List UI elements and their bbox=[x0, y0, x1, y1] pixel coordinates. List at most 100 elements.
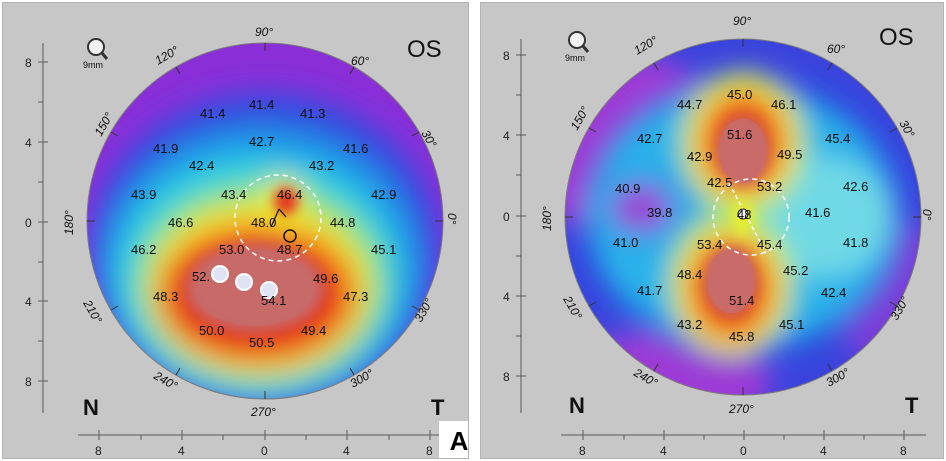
k-value: 41.3 bbox=[300, 106, 325, 121]
k-value: 51.6 bbox=[727, 127, 752, 142]
marker-dots-a bbox=[211, 265, 278, 299]
angle-label: 0° bbox=[445, 213, 459, 225]
topography-panel-b: 8 4 0 4 8 8 4 0 4 8 9mm OS N T 90° 60° 3… bbox=[480, 2, 944, 459]
k-value: 49.6 bbox=[313, 271, 338, 286]
nasal-label: N bbox=[83, 395, 99, 420]
y-tick-label: 8 bbox=[503, 49, 510, 63]
x-tick-label: 8 bbox=[426, 444, 433, 458]
angle-label: 60° bbox=[351, 54, 369, 68]
k-value: 42.4 bbox=[821, 285, 846, 300]
magnifier-icon[interactable] bbox=[568, 31, 590, 53]
angle-label: 90° bbox=[733, 14, 751, 28]
k-value: 52. bbox=[192, 269, 210, 284]
pupil-circle-a bbox=[234, 174, 322, 262]
k-value: 41.7 bbox=[637, 283, 662, 298]
k-value: 41.4 bbox=[200, 106, 225, 121]
k-value: 43.9 bbox=[131, 187, 156, 202]
k-value: 50.0 bbox=[199, 323, 224, 338]
k-value: 42.6 bbox=[843, 179, 868, 194]
k-value: 45.4 bbox=[825, 131, 850, 146]
k-value: 48 bbox=[737, 207, 751, 222]
temporal-label: T bbox=[905, 393, 919, 418]
nasal-label: N bbox=[569, 393, 585, 418]
k-value: 51.4 bbox=[729, 293, 754, 308]
scale-label: 9mm bbox=[565, 53, 585, 63]
angle-label: 180° bbox=[62, 210, 76, 235]
color-map-a bbox=[87, 43, 443, 399]
k-value: 50.5 bbox=[249, 335, 274, 350]
k-value: 41.4 bbox=[249, 97, 274, 112]
k-value: 46.2 bbox=[131, 242, 156, 257]
k-value: 46.6 bbox=[168, 215, 193, 230]
x-tick-label: 8 bbox=[900, 444, 907, 458]
angle-label: 210° bbox=[560, 293, 585, 323]
angle-label: 270° bbox=[250, 405, 276, 419]
x-tick-label: 4 bbox=[178, 444, 185, 458]
k-value: 53.0 bbox=[219, 242, 244, 257]
angle-label: 180° bbox=[540, 206, 554, 231]
k-value: 42.9 bbox=[371, 187, 396, 202]
x-tick-label: 0 bbox=[261, 444, 268, 458]
topography-panel-a: 8 4 0 4 8 8 4 0 4 8 9mm OS N T 90° 60° 3… bbox=[2, 2, 469, 459]
x-tick-label: 0 bbox=[740, 444, 747, 458]
k-value: 48.3 bbox=[153, 289, 178, 304]
rim-ticks-a bbox=[87, 43, 443, 399]
y-tick-label: 4 bbox=[25, 136, 32, 150]
y-tick-label: 8 bbox=[25, 375, 32, 389]
pupil-circle-b bbox=[712, 178, 790, 256]
temporal-label: T bbox=[431, 395, 445, 420]
k-value: 43.2 bbox=[677, 317, 702, 332]
angle-label: 120° bbox=[632, 33, 661, 58]
k-value: 42.7 bbox=[249, 134, 274, 149]
x-tick-label: 8 bbox=[95, 444, 102, 458]
angle-label: 270° bbox=[728, 402, 754, 416]
k-value: 46.4 bbox=[277, 187, 302, 202]
k-value: 45.2 bbox=[783, 263, 808, 278]
k-value: 49.4 bbox=[301, 323, 326, 338]
k-value: 39.8 bbox=[647, 205, 672, 220]
y-tick-label: 4 bbox=[25, 295, 32, 309]
k-value: 41.6 bbox=[805, 205, 830, 220]
angle-label: 0° bbox=[920, 209, 934, 221]
y-tick-label: 4 bbox=[503, 129, 510, 143]
k-value: 44.8 bbox=[330, 215, 355, 230]
k-value: 42.9 bbox=[687, 149, 712, 164]
k-value: 48.4 bbox=[677, 267, 702, 282]
k-value: 42.7 bbox=[637, 131, 662, 146]
magnifier-icon[interactable] bbox=[87, 38, 109, 60]
k-value: 45.0 bbox=[727, 87, 752, 102]
k-value: 53.4 bbox=[697, 237, 722, 252]
angle-label: 120° bbox=[153, 43, 182, 68]
k-value: 49.5 bbox=[777, 147, 802, 162]
topography-map-a: 8 4 0 4 8 8 4 0 4 8 9mm OS N T 90° 60° 3… bbox=[25, 25, 459, 458]
x-tick-label: 8 bbox=[579, 444, 586, 458]
panel-letter-a: A bbox=[439, 421, 468, 458]
k-value: 41.8 bbox=[843, 235, 868, 250]
x-tick-label: 4 bbox=[660, 444, 667, 458]
k-value: 41.9 bbox=[153, 141, 178, 156]
y-tick-label: 8 bbox=[25, 56, 32, 70]
k-value: 42.5 bbox=[707, 175, 732, 190]
pupil-center-a bbox=[283, 229, 297, 243]
k-value: 40.9 bbox=[615, 181, 640, 196]
k-value: 54.1 bbox=[261, 293, 286, 308]
k-value: 42.4 bbox=[189, 158, 214, 173]
k-value: 48.7 bbox=[277, 242, 302, 257]
topography-map-b: 8 4 0 4 8 8 4 0 4 8 9mm OS N T 90° 60° 3… bbox=[503, 14, 934, 458]
eye-label: OS bbox=[879, 24, 914, 51]
pupil-center-b bbox=[737, 208, 749, 220]
scale-label: 9mm bbox=[83, 60, 103, 70]
k-value: 46.1 bbox=[771, 97, 796, 112]
angle-label: 90° bbox=[255, 25, 273, 39]
k-value: 41.0 bbox=[613, 235, 638, 250]
y-tick-label: 8 bbox=[503, 370, 510, 384]
k-value: 45.4 bbox=[757, 237, 782, 252]
k-value: 53.2 bbox=[757, 179, 782, 194]
k-value: 47.3 bbox=[343, 289, 368, 304]
rim-ticks-b bbox=[565, 39, 921, 395]
k-value: 48.0 bbox=[251, 215, 276, 230]
y-tick-label: 4 bbox=[503, 290, 510, 304]
angle-label: 210° bbox=[80, 297, 105, 327]
k-value: 45.1 bbox=[779, 317, 804, 332]
k-value: 41.6 bbox=[343, 141, 368, 156]
